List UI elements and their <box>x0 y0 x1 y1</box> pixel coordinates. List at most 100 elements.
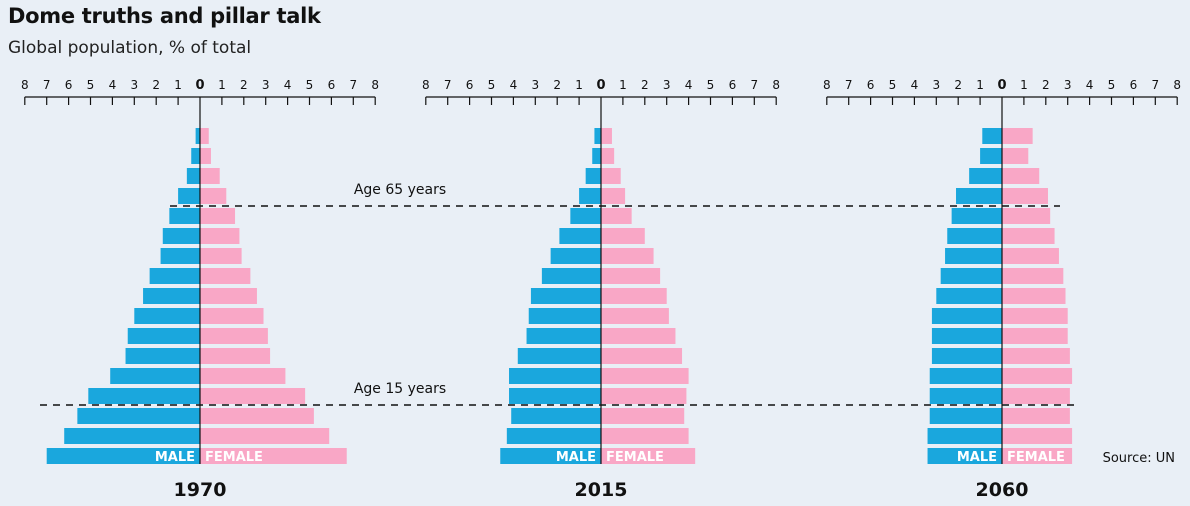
bar-female <box>1002 388 1070 404</box>
x-tick-label: 2 <box>954 78 962 92</box>
bar-female <box>200 248 242 264</box>
bar-male <box>162 228 200 244</box>
bar-female <box>601 288 667 304</box>
bar-female <box>601 148 615 164</box>
x-tick-label: 1 <box>174 78 182 92</box>
bar-male <box>77 408 200 424</box>
bar-male <box>509 388 601 404</box>
x-tick-label: 4 <box>109 78 117 92</box>
x-tick-label: 6 <box>1130 78 1138 92</box>
bar-female <box>1002 268 1064 284</box>
male-label: MALE <box>957 450 997 465</box>
bar-male <box>951 208 1002 224</box>
bar-female <box>1002 348 1070 364</box>
bar-female <box>1002 448 1073 464</box>
x-tick-label: 6 <box>466 78 474 92</box>
bar-female <box>200 168 220 184</box>
x-tick-label: 2 <box>641 78 649 92</box>
bar-male <box>134 308 200 324</box>
bar-male <box>550 248 601 264</box>
bar-male <box>940 268 1002 284</box>
age-65-line-label: Age 65 years <box>354 182 446 198</box>
bar-female <box>601 308 669 324</box>
bar-male <box>149 268 200 284</box>
x-tick-label: 4 <box>1086 78 1094 92</box>
year-label: 2060 <box>976 479 1029 501</box>
bar-female <box>200 428 330 444</box>
bar-female <box>200 408 314 424</box>
bar-female <box>1002 188 1048 204</box>
bar-male <box>46 448 201 464</box>
bar-male <box>178 188 200 204</box>
bar-male <box>585 168 601 184</box>
bar-female <box>601 168 621 184</box>
bar-male <box>945 248 1002 264</box>
bar-male <box>517 348 601 364</box>
x-tick-label: 1 <box>218 78 226 92</box>
x-tick-label: 8 <box>772 78 780 92</box>
bar-female <box>1002 168 1040 184</box>
bar-female <box>601 408 685 424</box>
bar-male <box>931 308 1002 324</box>
bar-male <box>541 268 601 284</box>
bar-female <box>1002 428 1073 444</box>
x-tick-label: 4 <box>685 78 693 92</box>
bar-female <box>1002 128 1033 144</box>
bar-female <box>1002 308 1068 324</box>
x-tick-label: 0 <box>195 78 204 93</box>
x-tick-label: 1 <box>1020 78 1028 92</box>
bar-female <box>200 228 240 244</box>
x-tick-label: 6 <box>328 78 336 92</box>
bar-female <box>200 288 257 304</box>
bar-male <box>929 368 1002 384</box>
x-tick-label: 2 <box>1042 78 1050 92</box>
bar-male <box>592 148 601 164</box>
bar-male <box>559 228 601 244</box>
bar-male <box>931 328 1002 344</box>
bar-female <box>200 308 264 324</box>
bar-female <box>200 148 211 164</box>
year-label: 1970 <box>174 479 227 501</box>
bar-female <box>601 328 676 344</box>
bar-male <box>927 428 1002 444</box>
x-tick-label: 5 <box>1108 78 1116 92</box>
bar-male <box>526 328 601 344</box>
bar-female <box>601 228 645 244</box>
x-tick-label: 5 <box>306 78 314 92</box>
x-tick-label: 5 <box>707 78 715 92</box>
x-tick-label: 7 <box>444 78 452 92</box>
x-tick-label: 5 <box>889 78 897 92</box>
x-tick-label: 8 <box>422 78 430 92</box>
x-tick-label: 3 <box>531 78 539 92</box>
x-tick-label: 7 <box>1151 78 1159 92</box>
bar-female <box>601 388 687 404</box>
chart-subtitle: Global population, % of total <box>8 38 252 58</box>
bar-male <box>506 428 601 444</box>
x-tick-label: 2 <box>240 78 248 92</box>
bar-male <box>982 128 1002 144</box>
x-tick-label: 4 <box>510 78 518 92</box>
x-tick-label: 7 <box>43 78 51 92</box>
bar-female <box>1002 368 1073 384</box>
bar-male <box>594 128 601 144</box>
bar-male <box>509 368 601 384</box>
x-tick-label: 6 <box>729 78 737 92</box>
bar-male <box>500 448 601 464</box>
bar-female <box>200 188 227 204</box>
x-tick-label: 8 <box>21 78 29 92</box>
bar-female <box>200 388 306 404</box>
bar-female <box>601 368 689 384</box>
female-label: FEMALE <box>205 450 263 465</box>
bar-female <box>1002 148 1029 164</box>
bar-female <box>601 188 626 204</box>
female-label: FEMALE <box>606 450 664 465</box>
bar-female <box>601 448 696 464</box>
bar-female <box>200 328 268 344</box>
bar-female <box>200 348 271 364</box>
x-tick-label: 0 <box>997 78 1006 93</box>
chart-title: Dome truths and pillar talk <box>8 4 321 28</box>
bar-male <box>88 388 200 404</box>
